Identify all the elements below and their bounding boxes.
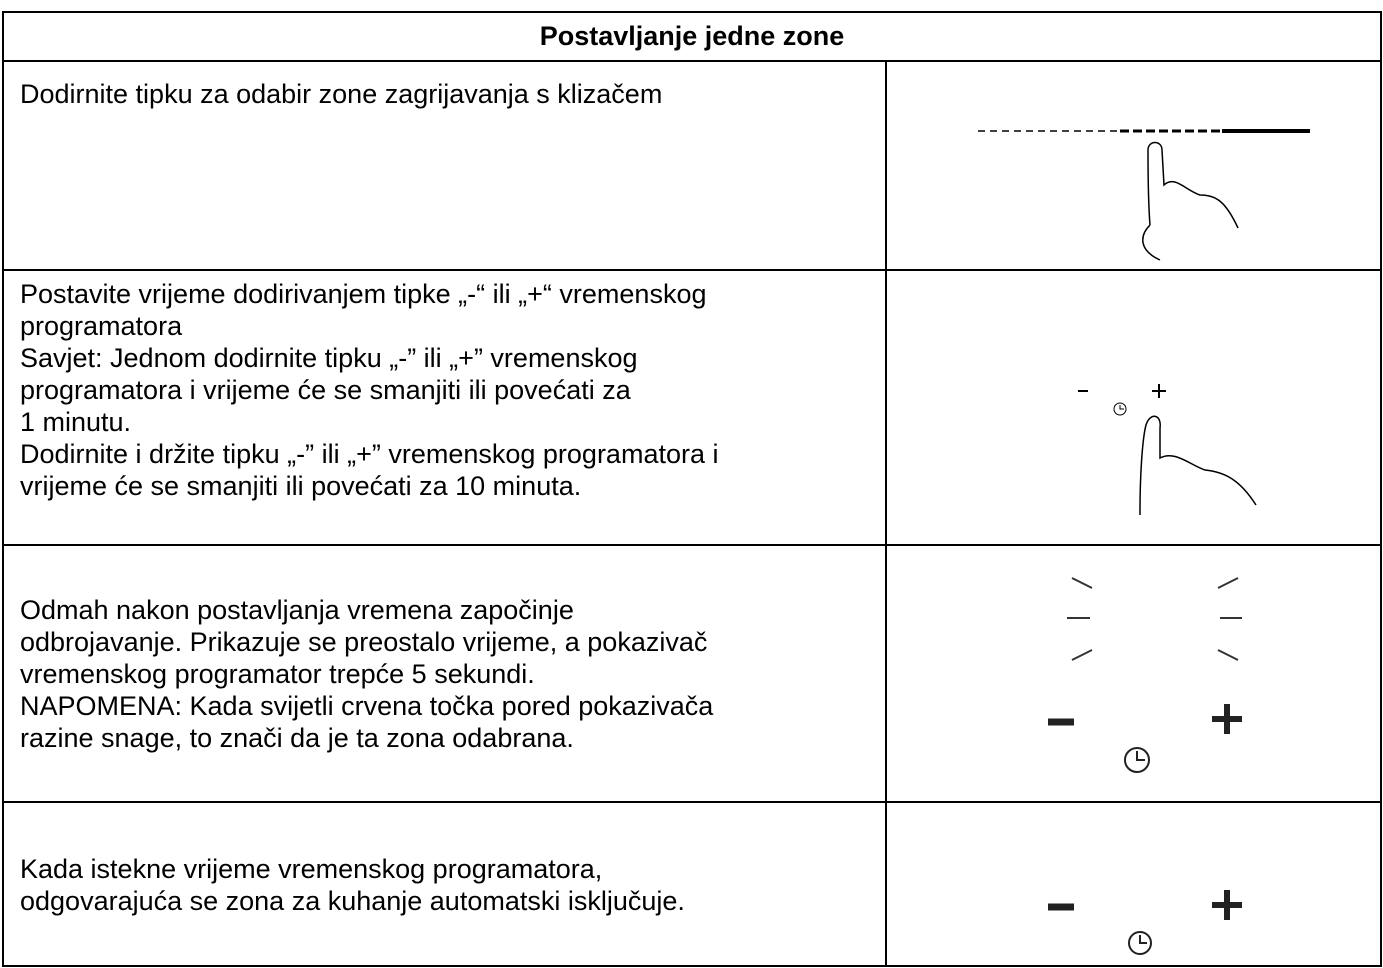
cell-text: vremenskog programator trepće 5 sekundi. [20, 659, 535, 689]
cell-text: Kada istekne vrijeme vremenskog programa… [20, 854, 603, 884]
cell-text: programatora i vrijeme će se smanjiti il… [20, 375, 631, 405]
cell-text: razine snage, to znači da je ta zona oda… [20, 723, 574, 753]
cell-text: Postavite vrijeme dodirivanjem tipke „-“… [20, 279, 707, 309]
cell-text: vrijeme će se smanjiti ili povećati za 1… [20, 471, 582, 501]
cell-text: odgovarajuća se zona za kuhanje automats… [20, 886, 685, 916]
cell-text: odbrojavanje. Prikazuje se preostalo vri… [20, 627, 708, 657]
cell-text: Savjet: Jednom dodirnite tipku „-” ili „… [20, 343, 638, 373]
cell-text: Dodirnite i držite tipku „-” ili „+” vre… [20, 439, 719, 469]
table-title: Postavljanje jedne zone [539, 21, 845, 51]
cell-text: NAPOMENA: Kada svijetli crvena točka por… [20, 691, 714, 721]
cell-text: 1 minutu. [20, 407, 132, 437]
cell-text: Odmah nakon postavljanja vremena započin… [20, 595, 574, 625]
cell-text: Dodirnite tipku za odabir zone zagrijava… [20, 79, 663, 109]
cell-text: programatora [20, 311, 183, 341]
